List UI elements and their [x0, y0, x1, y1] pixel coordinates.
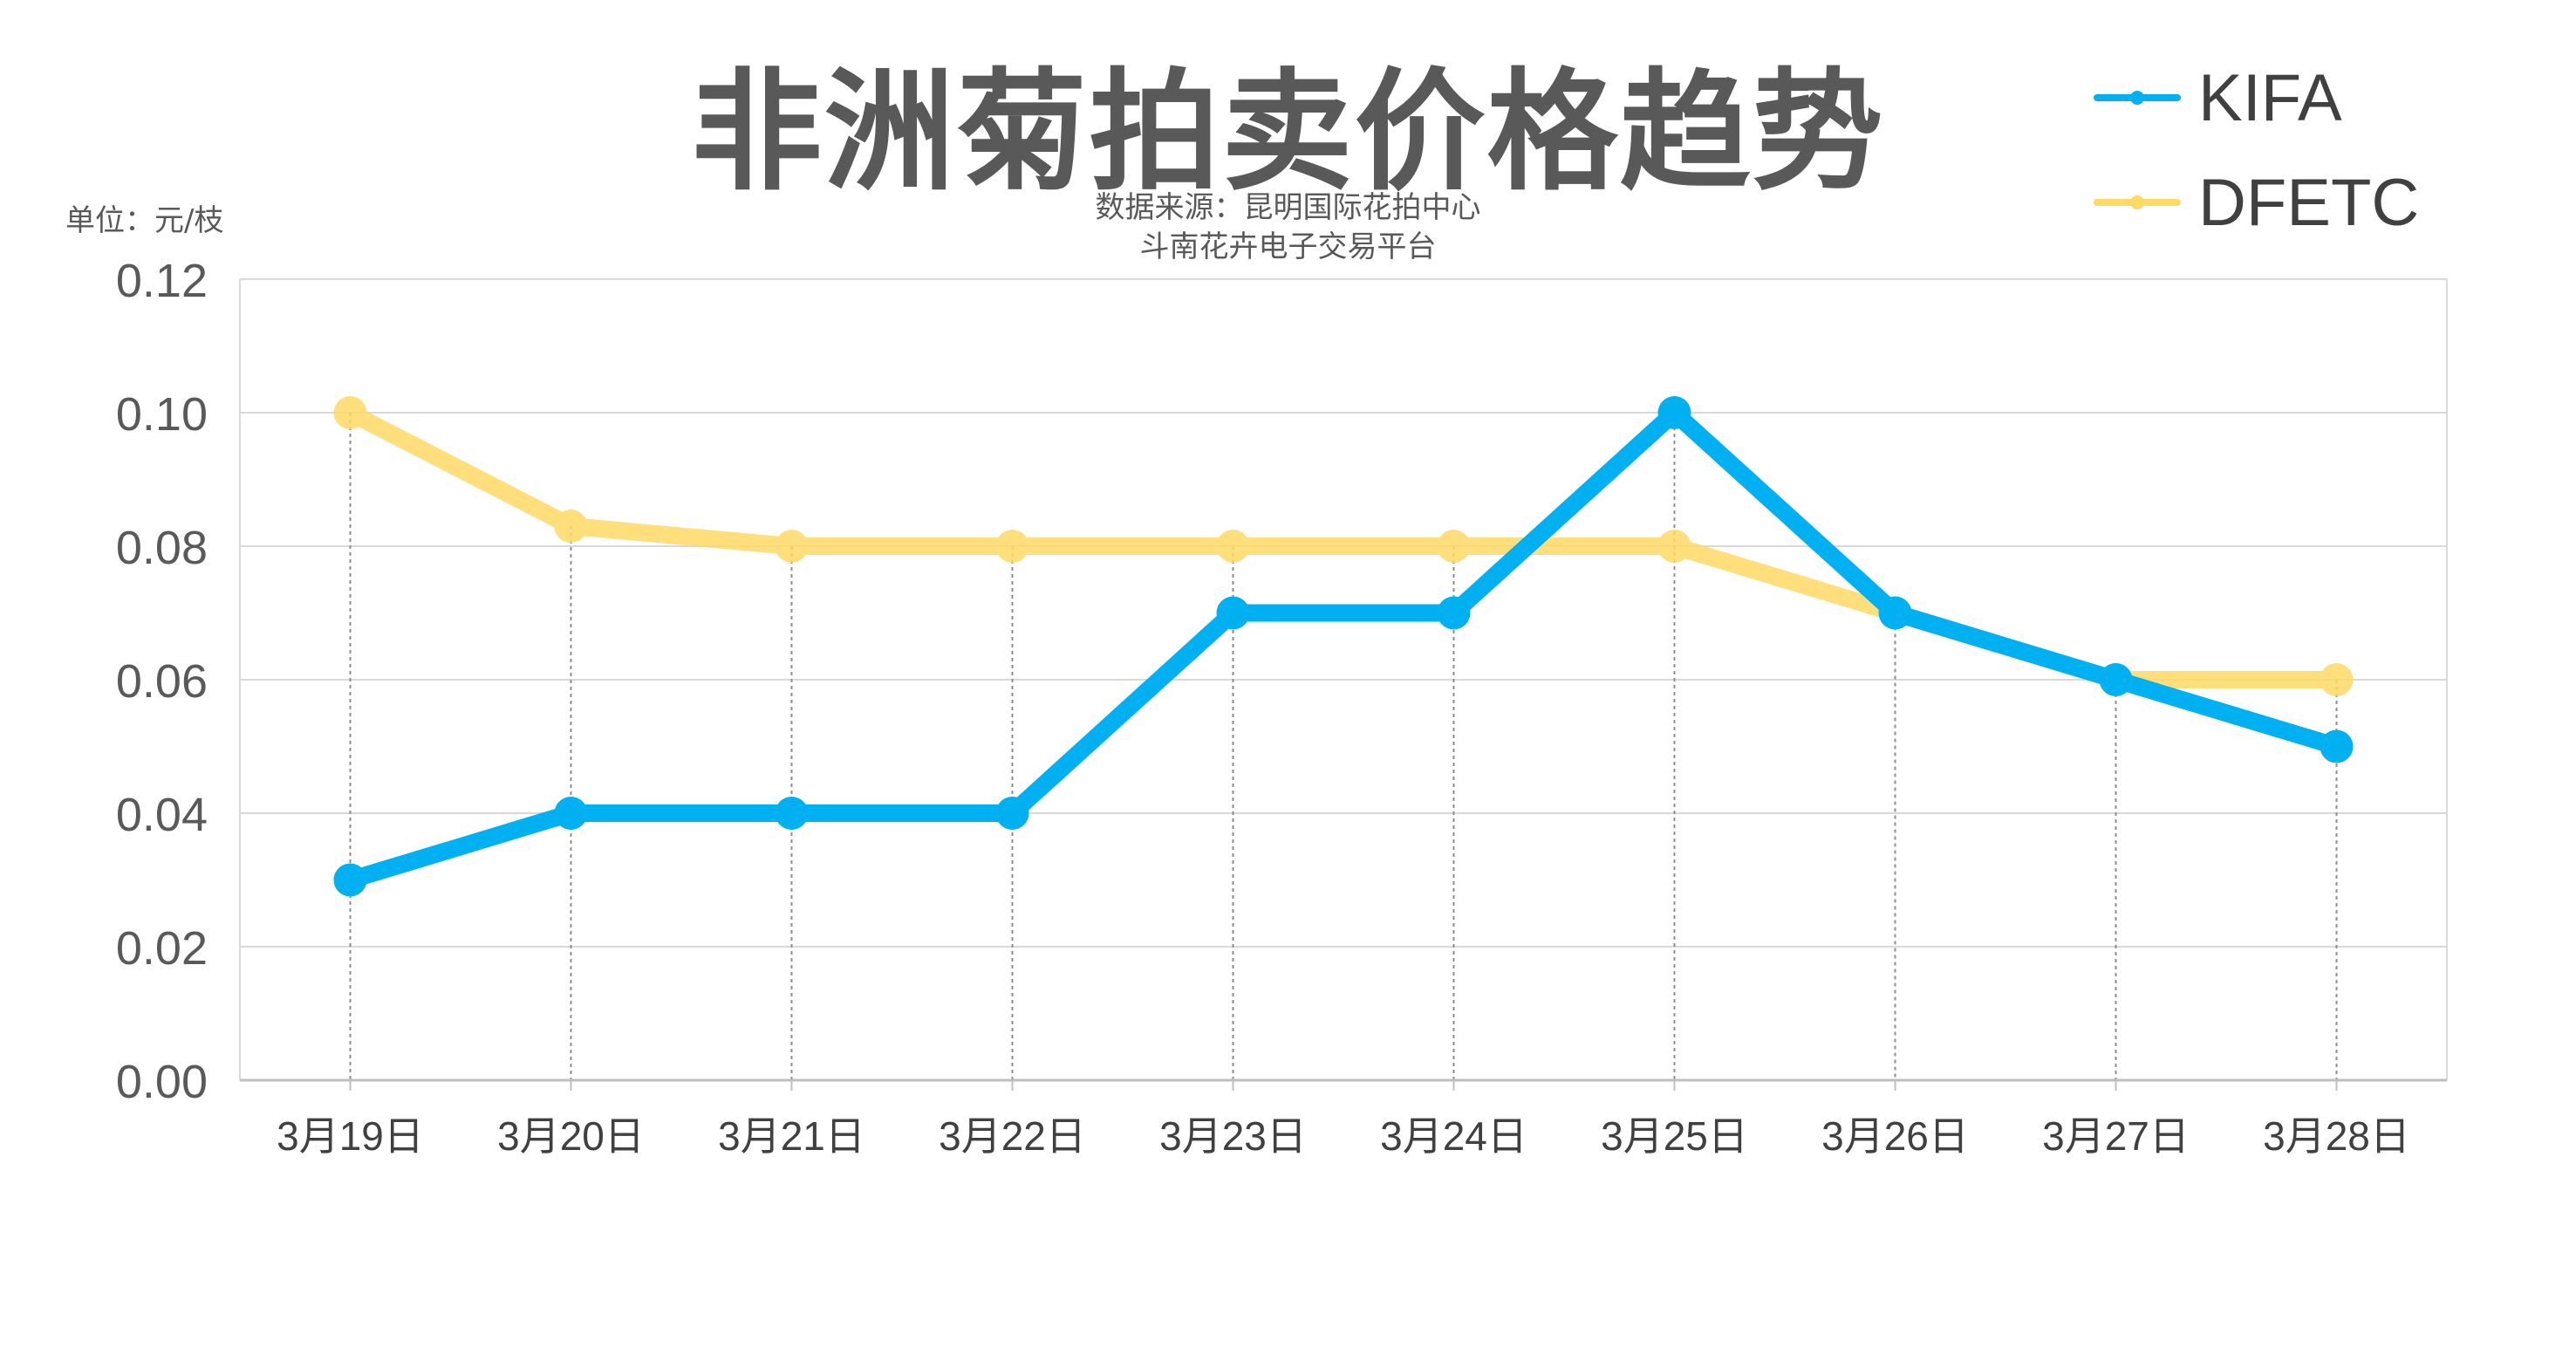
data-point-kifa: [1437, 596, 1471, 630]
data-point-kifa: [2320, 729, 2354, 763]
x-tick-label: 3月27日: [2042, 1113, 2190, 1159]
x-tick-label: 3月23日: [1159, 1113, 1307, 1159]
series-kifa: [333, 396, 2354, 897]
data-point-dfetc: [1216, 530, 1250, 563]
data-point-kifa: [1657, 396, 1691, 429]
y-tick-label: 0.04: [116, 789, 208, 841]
data-point-kifa: [333, 863, 367, 897]
y-tick-label: 0.10: [116, 388, 208, 441]
y-tick-label: 0.02: [116, 922, 208, 975]
chart-title: 非洲菊拍卖价格趋势: [691, 57, 1885, 209]
x-tick-label: 3月22日: [939, 1113, 1086, 1159]
legend-label-kifa: KIFA: [2198, 60, 2342, 135]
data-point-kifa: [1878, 596, 1912, 630]
data-point-dfetc: [554, 510, 588, 544]
data-point-kifa: [2099, 663, 2133, 696]
x-tick-label: 3月25日: [1601, 1113, 1748, 1159]
data-point-kifa: [1216, 596, 1250, 630]
data-point-kifa: [554, 797, 588, 830]
x-tick-label: 3月21日: [718, 1113, 865, 1159]
legend-item-dfetc: DFETC: [2094, 166, 2419, 240]
unit-label: 单位：元/枝: [65, 203, 224, 238]
data-point-kifa: [775, 797, 809, 830]
x-tick-label: 3月20日: [497, 1113, 645, 1159]
data-point-dfetc: [333, 396, 367, 429]
data-point-dfetc: [995, 530, 1029, 563]
tick-labels-layer: 0.00 0.02 0.04 0.06 0.08 0.10 0.12 3月19日 3月20日 3月…: [116, 255, 2410, 1159]
y-tick-label: 0.12: [116, 255, 208, 307]
x-tick-label: 3月19日: [277, 1113, 424, 1159]
series-line-kifa: [341, 404, 2346, 889]
y-tick-label: 0.00: [116, 1056, 208, 1108]
series-layer: [333, 396, 2354, 897]
axis-layer: [239, 279, 2448, 1091]
drop-lines-layer: [349, 413, 2338, 1080]
legend-item-kifa: KIFA: [2094, 60, 2342, 135]
x-tick-label: 3月24日: [1380, 1113, 1527, 1159]
legend-swatch-kifa: [2094, 63, 2181, 133]
chart-subtitle-platform: 斗南花卉电子交易平台: [1139, 229, 1437, 264]
data-point-dfetc: [775, 530, 809, 563]
chart-subtitle-source: 数据来源：昆明国际花拍中心: [1095, 190, 1481, 225]
x-tick-label: 3月26日: [1821, 1113, 1969, 1159]
data-point-kifa: [995, 797, 1029, 830]
legend-label-dfetc: DFETC: [2198, 165, 2420, 240]
y-tick-label: 0.08: [116, 522, 208, 574]
y-tick-label: 0.06: [116, 655, 208, 708]
legend-swatch-dfetc: [2094, 168, 2181, 237]
x-tick-label: 3月28日: [2263, 1113, 2410, 1159]
data-point-dfetc: [1437, 530, 1471, 563]
data-point-dfetc: [1657, 530, 1691, 563]
data-point-dfetc: [2320, 663, 2354, 696]
